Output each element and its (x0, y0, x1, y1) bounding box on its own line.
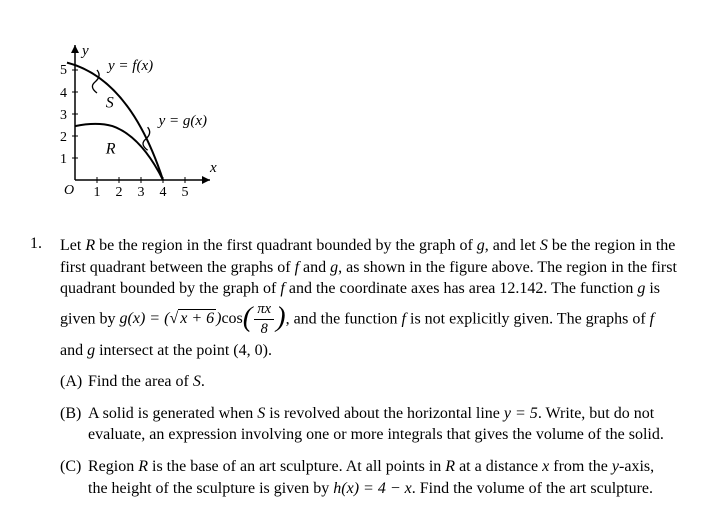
svg-text:y = g(x): y = g(x) (157, 113, 207, 129)
svg-text:2: 2 (60, 130, 67, 145)
part-c: (C) Region R is the base of an art sculp… (60, 456, 677, 499)
svg-text:1: 1 (94, 185, 101, 200)
part-b: (B) A solid is generated when S is revol… (60, 403, 677, 446)
svg-text:4: 4 (160, 185, 167, 200)
svg-text:y: y (80, 43, 89, 59)
problem-1: 1. Let R be the region in the first quad… (30, 235, 677, 499)
figure-graph: 1234512345OxySRy = f(x)y = g(x) (40, 20, 677, 215)
svg-text:1: 1 (60, 152, 67, 167)
svg-text:5: 5 (182, 185, 189, 200)
svg-text:3: 3 (60, 108, 67, 123)
problem-body: Let R be the region in the first quadran… (60, 235, 677, 499)
svg-text:x: x (209, 160, 217, 176)
part-a: (A) Find the area of S. (60, 371, 677, 393)
svg-text:S: S (106, 94, 114, 111)
svg-text:5: 5 (60, 63, 67, 78)
svg-text:4: 4 (60, 86, 67, 101)
svg-text:O: O (64, 183, 74, 198)
g-formula: g(x) = (√x + 6)cos(πx8) (120, 310, 286, 327)
problem-number: 1. (30, 235, 55, 253)
svg-text:R: R (105, 141, 116, 158)
graph-svg: 1234512345OxySRy = f(x)y = g(x) (40, 20, 270, 210)
intro-text: Let R be the region in the first quadran… (60, 237, 677, 297)
svg-text:y = f(x): y = f(x) (106, 58, 153, 74)
svg-text:3: 3 (138, 185, 145, 200)
svg-text:2: 2 (116, 185, 123, 200)
